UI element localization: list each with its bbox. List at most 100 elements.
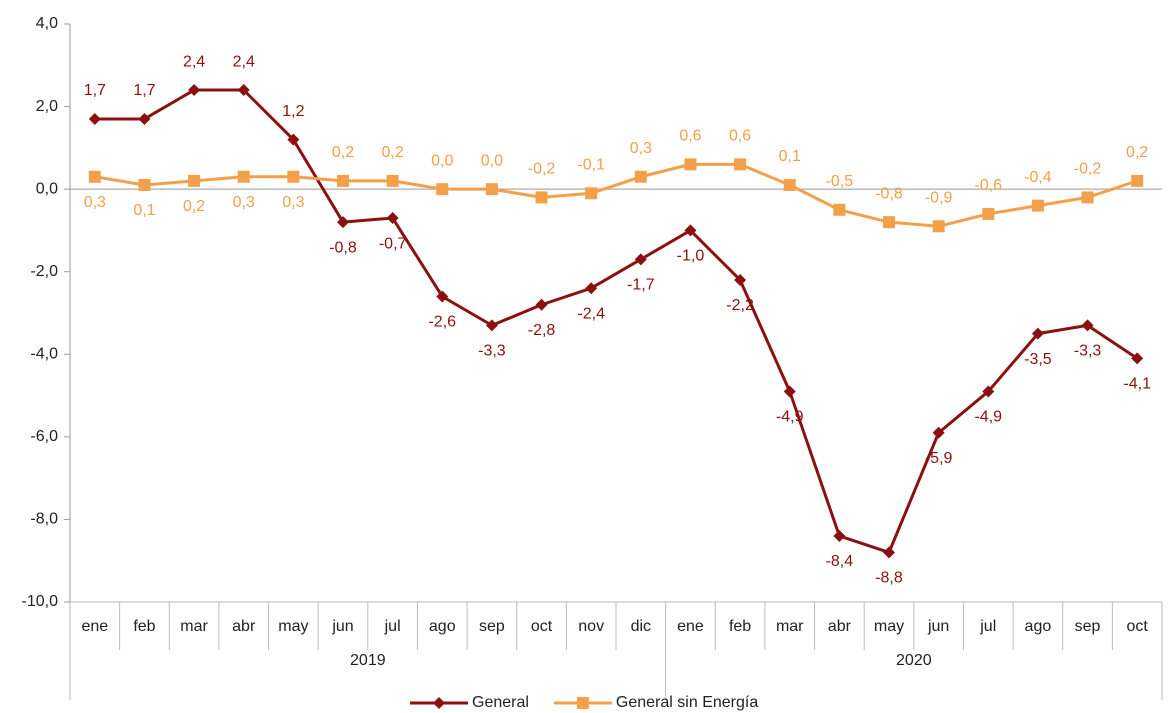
data-label: 0,2 [183,198,205,215]
marker [237,84,250,97]
marker [386,212,399,225]
y-tick-label: -4,0 [30,346,58,363]
data-label: -0,8 [875,185,903,202]
marker [684,158,697,171]
data-label: 2,4 [233,53,255,70]
marker [932,426,945,439]
data-label: 0,0 [431,152,453,169]
marker [1031,199,1044,212]
marker [634,170,647,183]
data-label: -0,8 [329,239,357,256]
marker [634,253,647,266]
marker [585,187,598,200]
x-tick-label: ago [1025,618,1052,635]
marker [287,133,300,146]
marker [883,216,895,229]
marker [1131,352,1144,365]
x-tick-label: oct [531,618,553,635]
x-tick-label: dic [631,618,651,635]
x-tick-label: may [278,618,308,635]
data-label: -2,8 [528,322,556,339]
x-tick-label: mar [776,618,804,635]
marker [833,529,846,542]
data-label: -3,5 [1024,351,1052,368]
data-label: -0,9 [925,190,953,207]
data-label: 0,1 [779,148,801,165]
x-tick-label: may [874,618,904,635]
marker [88,112,101,125]
marker [883,546,895,559]
marker [88,170,101,183]
data-label: -2,4 [577,305,605,322]
data-label: 0,6 [729,128,751,145]
data-label: 1,7 [133,82,155,99]
y-tick-label: -6,0 [30,428,58,445]
group-label: 2019 [350,652,386,669]
data-label: -3,3 [1074,343,1102,360]
data-label: -8,4 [826,553,854,570]
x-tick-label: abr [828,618,852,635]
data-label: -4,9 [776,409,804,426]
marker [485,183,498,196]
marker [386,174,399,187]
data-label: 0,2 [332,144,354,161]
group-label: 2020 [896,652,932,669]
data-label: -0,6 [974,177,1002,194]
data-label: 0,2 [1126,144,1148,161]
data-label: 0,3 [233,194,255,211]
x-tick-label: abr [232,618,256,635]
data-label: -3,3 [478,343,506,360]
marker [1031,327,1044,340]
marker [535,298,548,311]
x-tick-label: mar [180,618,208,635]
x-tick-label: sep [1075,618,1101,635]
x-tick-label: ago [429,618,456,635]
marker [684,224,697,237]
data-label: -0,1 [577,156,605,173]
marker [188,84,201,97]
marker [1131,174,1144,187]
marker [337,216,349,229]
x-tick-label: feb [133,618,155,635]
marker [138,112,151,125]
marker [982,207,995,220]
x-tick-label: jul [979,618,996,635]
data-label: -0,2 [1074,161,1102,178]
data-label: -0,7 [379,235,407,252]
marker [982,385,995,398]
y-tick-label: 4,0 [36,15,58,32]
data-label: 0,3 [630,140,652,157]
x-tick-label: ene [81,618,108,635]
x-tick-label: oct [1127,618,1149,635]
data-label: -2,6 [428,314,456,331]
legend-label: General [472,694,529,711]
data-label: -8,8 [875,570,903,587]
data-label: 0,6 [679,128,701,145]
marker [433,697,445,709]
legend-label: General sin Energía [616,694,758,711]
data-label: -4,9 [974,409,1002,426]
marker [188,174,201,187]
y-tick-label: -2,0 [30,263,58,280]
y-tick-label: 0,0 [36,180,58,197]
data-label: 0,2 [382,144,404,161]
marker [576,697,589,709]
marker [535,191,548,204]
marker [237,170,250,183]
marker [585,282,598,295]
marker [783,179,796,192]
data-label: -4,1 [1123,376,1151,393]
marker [833,203,846,216]
x-tick-label: nov [578,618,604,635]
marker [485,319,498,332]
data-label: -2,2 [726,297,754,314]
data-label: 0,0 [481,152,503,169]
data-label: 0,1 [133,202,155,219]
marker [734,158,747,171]
x-tick-label: feb [729,618,751,635]
data-label: 0,3 [84,194,106,211]
y-tick-label: -10,0 [22,593,59,610]
y-tick-label: -8,0 [30,511,58,528]
data-label: -0,5 [826,173,854,190]
